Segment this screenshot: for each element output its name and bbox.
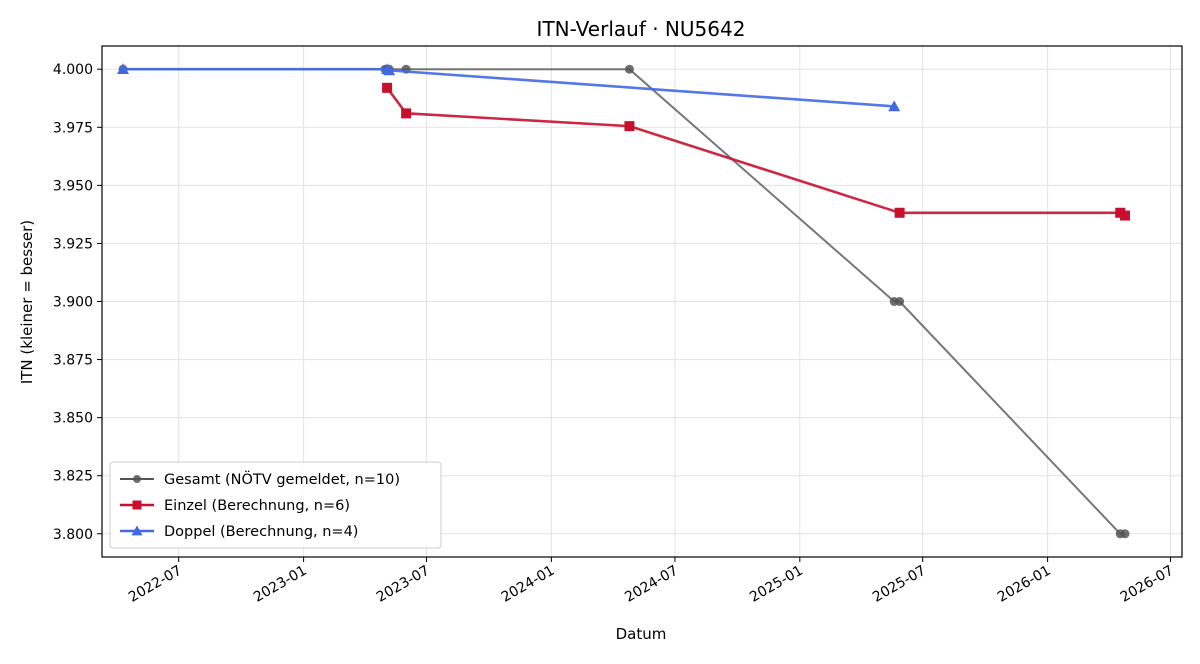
x-tick-label: 2024-01 (499, 563, 558, 606)
y-tick-label: 3.925 (53, 236, 93, 252)
legend-label: Doppel (Berechnung, n=4) (164, 524, 358, 540)
data-point (624, 64, 634, 74)
legend-label: Einzel (Berechnung, n=6) (164, 498, 350, 514)
x-tick-label: 2025-01 (747, 563, 806, 606)
y-tick-label: 3.875 (53, 353, 93, 369)
series-line (386, 87, 1126, 217)
data-point (1120, 529, 1130, 539)
legend: Gesamt (NÖTV gemeldet, n=10) Einzel (Bere… (109, 461, 442, 549)
y-tick-label: 4.000 (53, 62, 93, 78)
legend-label: Gesamt (NÖTV gemeldet, n=10) (164, 470, 400, 488)
series-2 (382, 82, 1130, 221)
x-tick-label: 2022-07 (126, 563, 185, 606)
x-tick-label: 2026-07 (1118, 563, 1177, 606)
data-point (401, 108, 412, 119)
x-tick-label: 2026-01 (995, 563, 1054, 606)
y-tick-label: 3.825 (53, 469, 93, 485)
data-point (888, 100, 901, 112)
series-line (123, 67, 895, 108)
data-point (895, 297, 905, 306)
legend-marker (131, 525, 143, 536)
x-axis-label: Datum (616, 625, 667, 643)
y-tick-label: 3.800 (53, 527, 93, 543)
legend-marker (133, 475, 141, 483)
y-tick-label: 3.950 (53, 178, 93, 194)
y-tick-label: 3.975 (53, 120, 93, 136)
data-point (624, 121, 635, 132)
legend-marker (132, 500, 142, 510)
data-point (1119, 210, 1130, 221)
data-point (117, 63, 130, 75)
legend-item: Einzel (Berechnung, n=6) (120, 498, 350, 514)
y-tick-label: 3.850 (53, 411, 93, 427)
data-point (383, 64, 396, 76)
x-tick-label: 2023-07 (374, 563, 433, 606)
series-3 (117, 63, 901, 112)
chart-title: ITN-Verlauf · NU5642 (537, 17, 746, 41)
x-tick-label: 2024-07 (622, 563, 681, 606)
series-layer (117, 63, 1130, 539)
y-axis-label: ITN (kleiner = besser) (18, 220, 36, 384)
data-point (894, 207, 905, 218)
x-tick-label: 2023-01 (251, 563, 310, 606)
x-tick-label: 2025-07 (870, 563, 929, 606)
y-tick-label: 3.900 (53, 295, 93, 311)
legend-item: Doppel (Berechnung, n=4) (120, 524, 358, 540)
legend-box (109, 461, 442, 549)
data-point (382, 82, 393, 93)
legend-item: Gesamt (NÖTV gemeldet, n=10) (120, 470, 400, 488)
